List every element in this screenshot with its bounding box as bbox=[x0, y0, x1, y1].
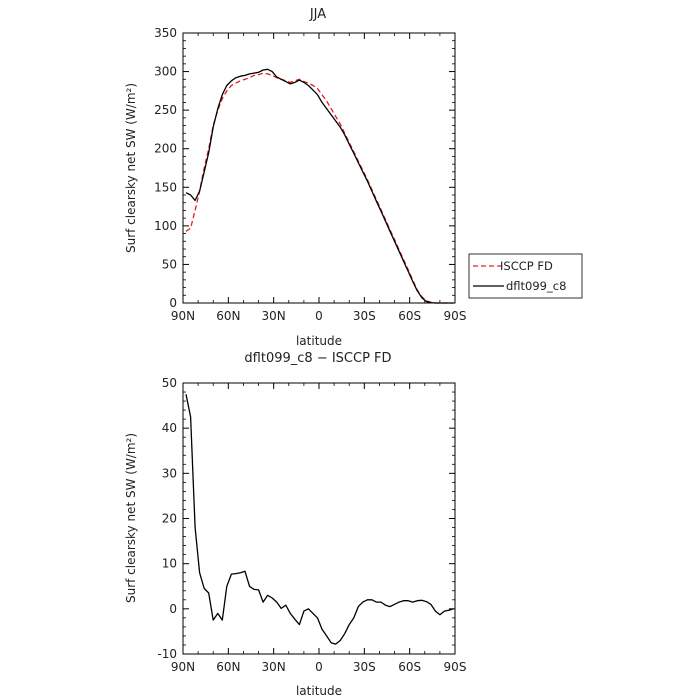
y-axis-label: Surf clearsky net SW (W/m²) bbox=[124, 83, 138, 253]
y-tick-label: 350 bbox=[154, 26, 177, 40]
y-tick-label: 200 bbox=[154, 142, 177, 156]
y-tick-label: 0 bbox=[169, 296, 177, 310]
x-tick-label: 90N bbox=[171, 309, 195, 323]
y-tick-label: 20 bbox=[162, 512, 177, 526]
x-tick-label: 0 bbox=[315, 309, 323, 323]
x-tick-label: 30N bbox=[262, 660, 286, 674]
x-tick-label: 90N bbox=[171, 660, 195, 674]
x-axis-label: latitude bbox=[296, 334, 342, 348]
chart-title: JJA bbox=[309, 7, 326, 22]
x-tick-label: 60S bbox=[398, 309, 421, 323]
y-tick-label: 30 bbox=[162, 466, 177, 480]
y-tick-label: 300 bbox=[154, 65, 177, 79]
y-tick-label: 50 bbox=[162, 376, 177, 390]
x-tick-label: 60N bbox=[216, 309, 240, 323]
x-tick-label: 90S bbox=[444, 309, 467, 323]
x-tick-label: 90S bbox=[444, 660, 467, 674]
y-tick-label: 40 bbox=[162, 421, 177, 435]
x-tick-label: 30S bbox=[353, 660, 376, 674]
panel-top: JJA 90N 60N 30N 0 30S 60S 90S 0 50 100 150 200 250 30… bbox=[124, 7, 466, 348]
x-tick-label: 30N bbox=[262, 309, 286, 323]
series-line-isccp-fd bbox=[185, 72, 454, 304]
axis-ticks: 90N 60N 30N 0 30S 60S 90S 0 50 100 150 200 250 300 350 bbox=[154, 26, 466, 323]
y-tick-label: 250 bbox=[154, 103, 177, 117]
legend-box bbox=[468, 253, 583, 299]
x-axis-label-difference: latitude bbox=[296, 684, 342, 698]
series-group bbox=[185, 68, 454, 304]
y-axis-label-difference: Surf clearsky net SW (W/m²) bbox=[124, 433, 138, 603]
y-tick-label: -10 bbox=[157, 647, 177, 661]
plot-frame bbox=[182, 32, 456, 304]
series-line-difference bbox=[185, 394, 454, 645]
y-tick-label: 150 bbox=[154, 180, 177, 194]
panel-bottom: dflt099_c8 − ISCCP FD 90N 60N 30N 0 30S 60S 90… bbox=[124, 351, 466, 698]
x-tick-label: 0 bbox=[315, 660, 323, 674]
y-tick-label: 50 bbox=[162, 257, 177, 271]
legend-label-isccp: ISCCP FD bbox=[500, 259, 553, 273]
y-tick-label: 0 bbox=[169, 602, 177, 616]
y-tick-label: 100 bbox=[154, 219, 177, 233]
chart-title-difference: dflt099_c8 − ISCCP FD bbox=[244, 351, 391, 366]
x-tick-label: 60S bbox=[398, 660, 421, 674]
axis-ticks-difference: 90N 60N 30N 0 30S 60S 90S -10 0 10 20 30 40 50 bbox=[157, 376, 466, 674]
x-tick-label: 60N bbox=[216, 660, 240, 674]
legend: ISCCP FD dflt099_c8 bbox=[468, 253, 583, 299]
series-group-difference bbox=[185, 394, 454, 645]
legend-label-dflt: dflt099_c8 bbox=[506, 279, 566, 293]
x-tick-label: 30S bbox=[353, 309, 376, 323]
series-line-dflt099-c8 bbox=[185, 68, 454, 304]
y-tick-label: 10 bbox=[162, 557, 177, 571]
